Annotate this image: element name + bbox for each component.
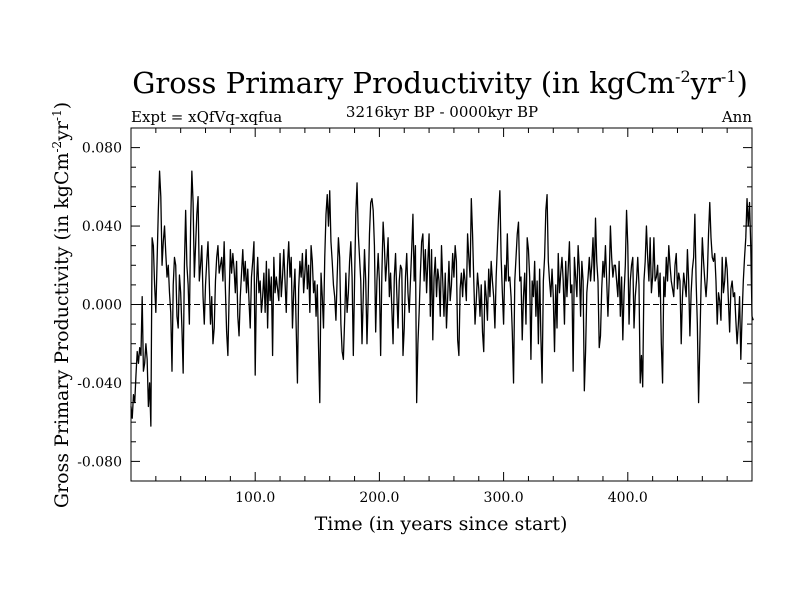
- y-axis-label: Gross Primary Productivity (in kgCm-2yr-…: [50, 102, 73, 508]
- x-tick-label: 400.0: [608, 490, 648, 506]
- series-line-0: [130, 170, 754, 427]
- y-tick-label: -0.080: [77, 454, 122, 470]
- season-label: Ann: [721, 108, 752, 126]
- x-tick-label: 200.0: [359, 490, 399, 506]
- chart-title: Gross Primary Productivity (in kgCm-2yr-…: [132, 66, 748, 100]
- y-tick-label: 0.000: [82, 298, 122, 314]
- period-label: 3216kyr BP - 0000kyr BP: [346, 103, 538, 121]
- experiment-label: Expt = xQfVq-xqfua: [131, 108, 282, 126]
- x-tick-label: 300.0: [484, 490, 524, 506]
- x-axis-label: Time (in years since start): [315, 513, 568, 535]
- y-tick-label: 0.080: [82, 141, 122, 157]
- x-tick-label: 100.0: [235, 490, 275, 506]
- y-tick-label: -0.040: [77, 376, 122, 392]
- plot-frame: [130, 127, 753, 482]
- y-tick-label: 0.040: [82, 219, 122, 235]
